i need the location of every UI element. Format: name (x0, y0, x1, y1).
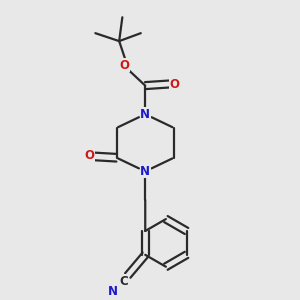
Text: O: O (84, 149, 94, 162)
Text: C: C (120, 275, 128, 288)
Text: N: N (140, 108, 150, 121)
Text: N: N (140, 165, 150, 178)
Text: O: O (119, 59, 129, 72)
Text: O: O (170, 77, 180, 91)
Text: N: N (108, 285, 118, 298)
